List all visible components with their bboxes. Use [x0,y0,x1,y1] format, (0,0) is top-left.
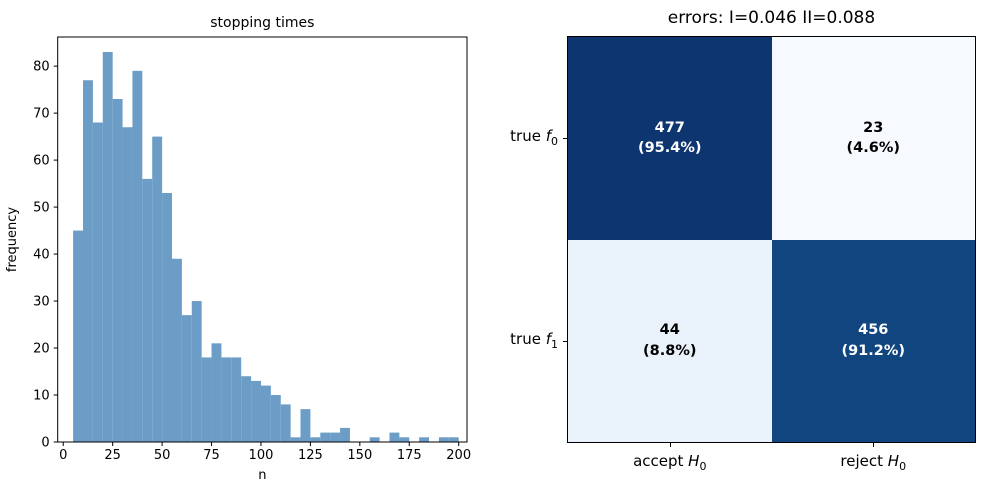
y-tick-label: 10 [33,389,50,404]
histogram-bar [399,437,410,442]
histogram-bar [369,437,380,442]
y-axis-label: frequency [5,207,20,273]
row-tick [563,138,568,140]
cell-percent: (4.6%) [846,140,900,157]
histogram-bar [330,432,341,442]
histogram-bar [221,357,232,442]
histogram-bar [162,192,172,442]
histogram-bar [290,437,301,442]
histogram-bar [260,385,271,442]
x-tick-label: 150 [347,448,372,463]
histogram-bar [142,178,153,442]
histogram-bar [241,376,252,442]
y-tick-label: 30 [33,295,50,310]
y-tick-label: 20 [33,342,50,357]
histogram-bar [270,395,281,442]
histogram-bar [320,432,331,442]
confusion-cell-r0c0: 477 (95.4%) [568,37,772,240]
y-tick-label: 60 [33,154,50,169]
col-tick [873,442,875,447]
histogram-bar [92,122,103,442]
histogram-bar [73,230,84,442]
axes-spines [57,36,468,443]
cell-count: 23 [863,119,884,136]
col-label-accept-H0: accept H0 [633,452,707,473]
row-label-true-f0: true f0 [510,127,558,149]
x-tick-label: 175 [397,448,422,463]
y-tick-label: 0 [41,436,49,451]
y-tick-label: 70 [33,107,50,122]
x-tick-label: 200 [446,448,471,463]
histogram-bar [438,437,449,442]
y-tick-label: 50 [33,201,50,216]
cell-percent: (95.4%) [637,140,702,157]
histogram-bar [132,70,143,442]
cell-count: 44 [659,322,680,339]
stopping-times-histogram: 0 25 50 75 100 125 150 175 200 0 10 20 30 40 50 60 70 80 s… [5,15,471,483]
histogram-bar [191,301,202,442]
y-tick-label: 40 [33,248,50,263]
histogram-title: stopping times [210,15,314,31]
x-tick-label: 25 [104,448,121,463]
y-tick-label: 80 [33,60,50,75]
histogram-bar [231,357,242,442]
x-tick-label: 100 [249,448,274,463]
histogram-bar [112,99,123,443]
cell-percent: (91.2%) [841,342,906,359]
cell-count: 456 [858,322,889,339]
histogram-bar [300,409,311,442]
histogram-bar [211,343,222,442]
histogram-bar [122,127,133,443]
histogram-bar [340,427,350,442]
histogram-bar [280,404,291,442]
x-tick-label: 125 [298,448,323,463]
x-axis-label: n [258,468,266,483]
confusion-cell-r1c1: 456 (91.2%) [771,239,975,442]
histogram-bar [83,80,93,442]
cell-count: 477 [654,119,685,136]
histogram-bar [419,437,430,442]
confusion-matrix-title: errors: I=0.046 II=0.088 [667,8,876,28]
col-label-reject-H0: reject H0 [840,452,907,473]
histogram-bar [152,136,163,443]
row-tick [563,340,568,342]
histogram-bar [102,52,113,442]
cell-percent: (8.8%) [643,342,697,359]
confusion-cell-r0c1: 23 (4.6%) [771,37,975,240]
x-tick-label: 75 [203,448,220,463]
row-label-true-f1: true f1 [510,329,558,351]
histogram-bar [201,357,212,442]
col-tick [669,442,671,447]
x-tick-label: 50 [154,448,171,463]
confusion-cell-r1c0: 44 (8.8%) [568,239,772,442]
x-tick-label: 0 [59,448,67,463]
histogram-bar [389,432,400,442]
histogram-bar [448,437,459,442]
histogram-bar [181,315,192,442]
histogram-bar [171,258,182,442]
histogram-bar [251,380,261,442]
histogram-bar [310,437,321,442]
